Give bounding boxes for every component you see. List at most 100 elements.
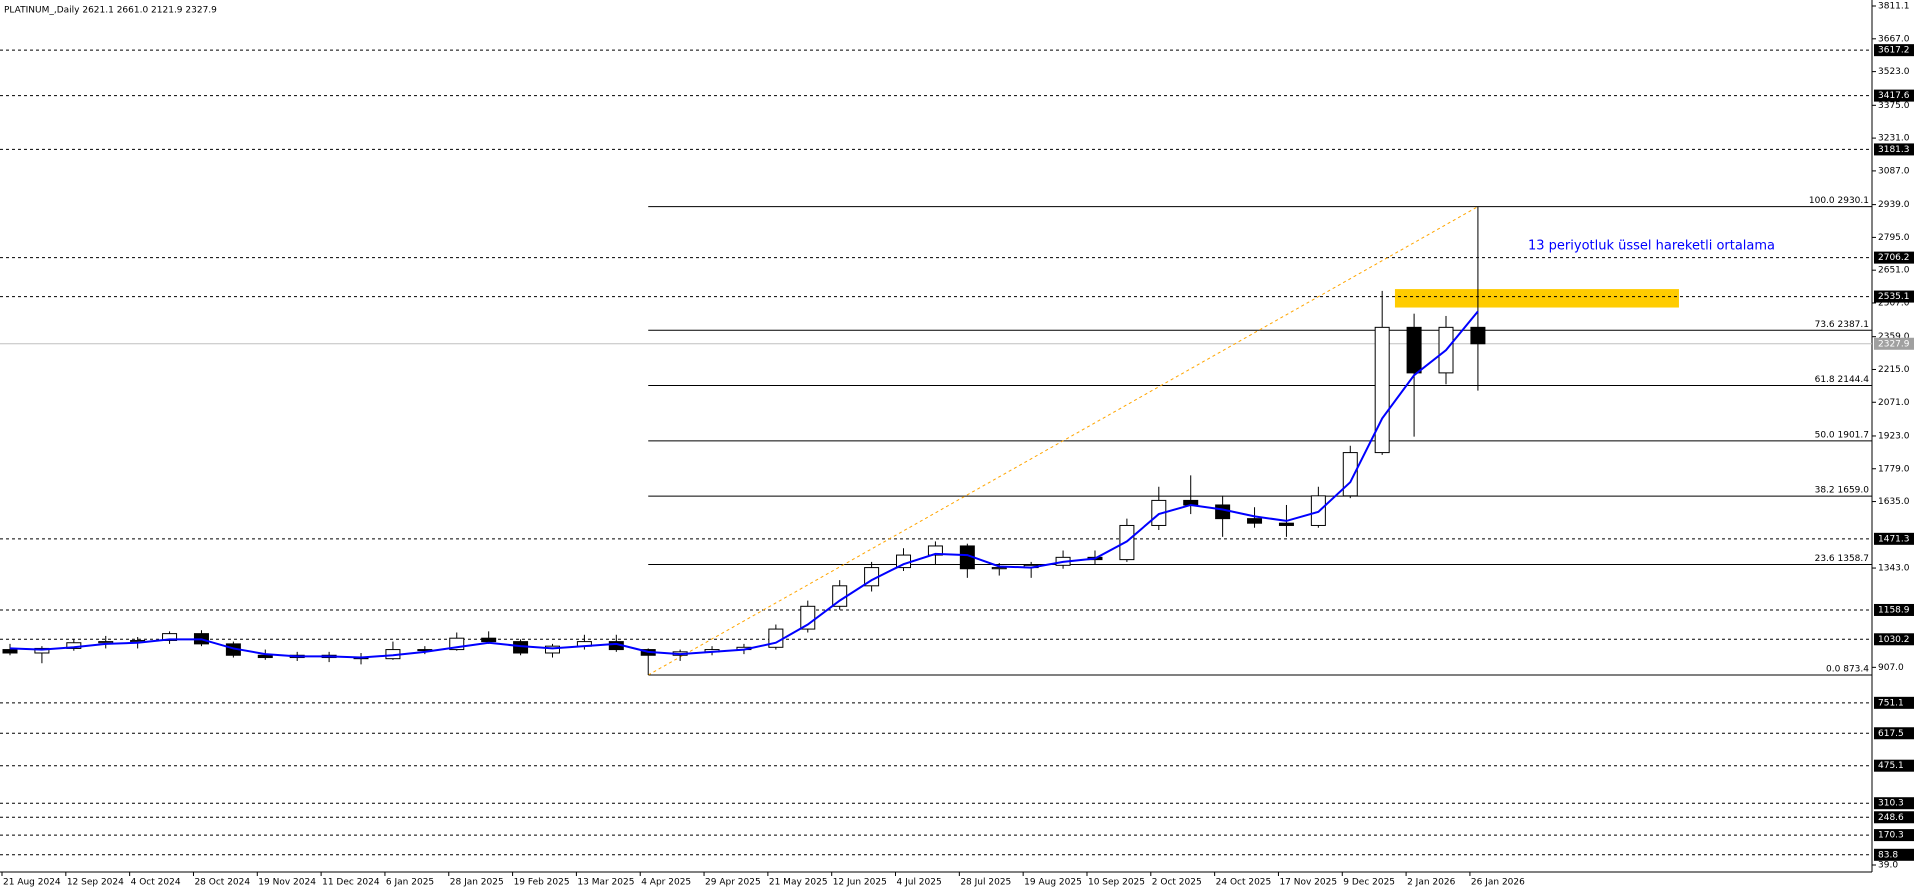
ema-line: [9, 310, 1479, 659]
level-label: 3181.3: [1878, 145, 1910, 155]
level-label-box: [1874, 290, 1914, 303]
x-tick-label: 28 Oct 2024: [194, 878, 250, 888]
y-tick-label: 2651.0: [1878, 266, 1910, 276]
candle-body: [927, 545, 943, 556]
x-tick-label: 28 Jan 2025: [450, 878, 504, 888]
x-tick-label: 28 Jul 2025: [960, 878, 1011, 888]
level-label-box: [1874, 848, 1914, 861]
x-tick-label: 29 Apr 2025: [705, 878, 761, 888]
x-tick-label: 12 Jun 2025: [833, 878, 887, 888]
y-tick-label: 1779.0: [1878, 464, 1910, 474]
candle-body: [1406, 326, 1422, 374]
x-tick-label: 13 Mar 2025: [577, 878, 634, 888]
y-tick-label: 3667.0: [1878, 34, 1910, 44]
x-tick-label: 19 Feb 2025: [514, 878, 570, 888]
candle-body: [1119, 524, 1135, 561]
level-label: 1030.2: [1878, 635, 1910, 645]
level-label-box: [1874, 603, 1914, 616]
candle-body: [991, 567, 1007, 570]
chart-title: PLATINUM_,Daily 2621.1 2661.0 2121.9 232…: [4, 6, 217, 16]
fib-trendline: [647, 206, 1479, 676]
candle-body: [2, 649, 18, 654]
candle-body: [1374, 326, 1390, 454]
y-tick-label: 3231.0: [1878, 134, 1910, 144]
y-tick-label: 3087.0: [1878, 166, 1910, 176]
level-label: 475.1: [1878, 761, 1904, 771]
fib-label: 100.0 2930.1: [1809, 196, 1869, 206]
x-tick-label: 10 Sep 2025: [1088, 878, 1145, 888]
x-tick-label: 21 Aug 2024: [3, 878, 61, 888]
level-label: 617.5: [1878, 729, 1904, 739]
candle-body: [1470, 326, 1486, 345]
x-tick-label: 6 Jan 2025: [386, 878, 434, 888]
level-label-box: [1874, 251, 1914, 264]
candle-body: [257, 654, 273, 659]
level-label: 248.6: [1878, 813, 1904, 823]
zone: [1394, 289, 1679, 308]
level-label-box: [1874, 829, 1914, 842]
x-tick-label: 11 Dec 2024: [322, 878, 380, 888]
x-tick-label: 2 Oct 2025: [1152, 878, 1202, 888]
y-tick-label: 907.0: [1878, 663, 1904, 673]
y-tick-label: 2507.0: [1878, 298, 1910, 308]
candle-body: [34, 647, 50, 654]
level-label-box: [1874, 44, 1914, 57]
level-label: 3417.6: [1878, 91, 1910, 101]
y-tick-label: 3523.0: [1878, 67, 1910, 77]
fib-label: 0.0 873.4: [1826, 664, 1869, 674]
candle-body: [162, 633, 178, 641]
candle-body: [544, 645, 560, 654]
fib-label: 23.6 1358.7: [1815, 554, 1869, 564]
y-tick-label: 1635.0: [1878, 497, 1910, 507]
y-tick-label: 1343.0: [1878, 564, 1910, 574]
level-label-box: [1874, 696, 1914, 709]
fib-label: 61.8 2144.4: [1815, 375, 1870, 385]
candle-body: [800, 605, 816, 630]
candle-body: [1247, 518, 1263, 524]
x-tick-label: 21 May 2025: [769, 878, 828, 888]
level-label: 83.8: [1878, 850, 1898, 860]
fib-label: 73.6 2387.1: [1815, 320, 1869, 330]
level-label-box: [1874, 633, 1914, 646]
level-label: 3617.2: [1878, 46, 1910, 56]
x-tick-label: 17 Nov 2025: [1279, 878, 1337, 888]
level-label-box: [1874, 811, 1914, 824]
x-tick-label: 4 Oct 2024: [131, 878, 181, 888]
x-tick-label: 2 Jan 2026: [1407, 878, 1455, 888]
x-tick-label: 9 Dec 2025: [1343, 878, 1395, 888]
candle-body: [1215, 504, 1231, 520]
fib-label: 38.2 1659.0: [1815, 486, 1870, 496]
candle-body: [449, 637, 465, 651]
y-tick-label: 2359.0: [1878, 332, 1910, 342]
y-tick-label: 3375.0: [1878, 101, 1910, 111]
level-label: 751.1: [1878, 698, 1904, 708]
y-tick-label: 1923.0: [1878, 431, 1910, 441]
level-label-box: [1874, 727, 1914, 740]
candle-body: [481, 637, 497, 643]
y-tick-label: 3811.1: [1878, 2, 1910, 12]
level-label: 310.3: [1878, 799, 1904, 809]
x-tick-label: 12 Sep 2024: [67, 878, 124, 888]
x-tick-label: 24 Oct 2025: [1216, 878, 1272, 888]
level-label-box: [1874, 532, 1914, 545]
y-tick-label: 2795.0: [1878, 233, 1910, 243]
y-tick-label: 2071.0: [1878, 398, 1910, 408]
level-label: 1471.3: [1878, 534, 1910, 544]
y-tick-label: 39.0: [1878, 861, 1898, 871]
level-label-box: [1874, 143, 1914, 156]
level-label: 170.3: [1878, 831, 1904, 841]
level-label-box: [1874, 89, 1914, 102]
candle-body: [98, 641, 114, 644]
x-tick-label: 19 Aug 2025: [1024, 878, 1082, 888]
x-tick-label: 19 Nov 2024: [258, 878, 316, 888]
level-label: 2706.2: [1878, 253, 1910, 263]
y-tick-label: 2215.0: [1878, 365, 1910, 375]
x-tick-label: 4 Jul 2025: [897, 878, 942, 888]
level-label: 1158.9: [1878, 605, 1910, 615]
level-label-box: [1874, 759, 1914, 772]
candle-body: [1278, 522, 1294, 526]
x-tick-label: 4 Apr 2025: [641, 878, 691, 888]
y-tick-label: 2939.0: [1878, 200, 1910, 210]
